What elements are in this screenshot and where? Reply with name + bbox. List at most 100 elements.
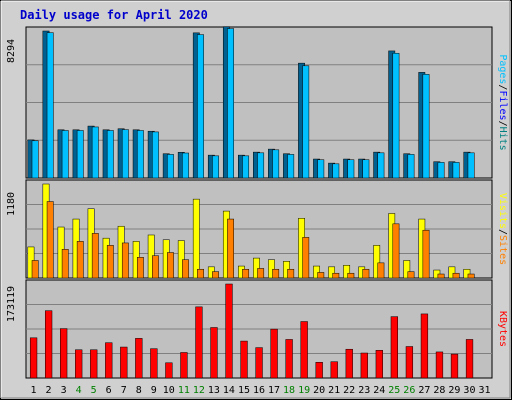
bar-kbytes-kbytes-day-2 — [44, 310, 53, 379]
bar-visits-sites-day-18 — [287, 268, 295, 279]
bar-visits-sites-day-15 — [242, 268, 250, 279]
bar-visits-sites-day-7 — [121, 242, 129, 279]
bar-hits-files-day-23 — [362, 159, 370, 179]
legend-entry: Pages — [497, 54, 508, 84]
x-tick-label-day-21: 21 — [328, 385, 340, 396]
bar-visits-visits-day-16 — [253, 257, 260, 279]
bar-hits-files-day-29 — [452, 162, 460, 179]
x-tick-label-day-20: 20 — [313, 385, 325, 396]
x-tick-label-day-4: 4 — [76, 385, 82, 396]
x-tick-label-day-31: 31 — [478, 385, 490, 396]
bar-kbytes-kbytes-day-30 — [465, 339, 474, 379]
x-tick-label-day-2: 2 — [46, 385, 52, 396]
bar-hits-files-day-6 — [106, 130, 114, 179]
bar-visits-sites-day-27 — [422, 229, 430, 279]
legend-entry: Hits — [497, 127, 508, 151]
bar-visits-sites-day-22 — [347, 272, 355, 279]
bar-visits-sites-day-10 — [167, 252, 174, 279]
bar-visits-sites-day-12 — [197, 268, 204, 279]
x-tick-label-day-16: 16 — [253, 385, 265, 396]
bar-hits-files-day-2 — [46, 32, 54, 179]
bar-kbytes-kbytes-day-3 — [60, 328, 68, 379]
bar-kbytes-kbytes-day-23 — [360, 352, 368, 379]
bar-kbytes-kbytes-day-18 — [285, 339, 293, 379]
bar-visits-sites-day-5 — [91, 233, 99, 279]
bar-kbytes-kbytes-day-22 — [345, 348, 353, 379]
bar-hits-files-day-28 — [437, 162, 445, 179]
x-tick-label-day-1: 1 — [31, 385, 37, 396]
x-tick-label-day-8: 8 — [136, 385, 142, 396]
x-tick-label-day-28: 28 — [433, 385, 445, 396]
bar-visits-sites-day-1 — [31, 260, 39, 279]
bar-kbytes-kbytes-day-24 — [375, 350, 383, 379]
bar-kbytes-kbytes-day-25 — [390, 316, 398, 379]
x-tick-label-day-15: 15 — [238, 385, 250, 396]
bar-visits-sites-day-8 — [136, 257, 144, 279]
bar-kbytes-kbytes-day-15 — [240, 340, 248, 379]
bar-visits-sites-day-23 — [362, 268, 370, 279]
bar-visits-sites-day-2 — [46, 201, 54, 279]
bar-hits-files-day-18 — [287, 154, 295, 179]
x-tick-label-day-12: 12 — [193, 385, 205, 396]
bar-kbytes-kbytes-day-1 — [29, 337, 38, 379]
bar-kbytes-kbytes-day-20 — [315, 362, 323, 379]
bar-kbytes-kbytes-day-26 — [405, 346, 414, 379]
x-tick-label-day-5: 5 — [91, 385, 97, 396]
bar-hits-files-day-10 — [167, 154, 174, 179]
x-tick-label-day-26: 26 — [403, 385, 415, 396]
x-tick-label-day-27: 27 — [418, 385, 430, 396]
bar-hits-files-day-14 — [227, 28, 234, 179]
bar-kbytes-kbytes-day-6 — [105, 342, 113, 379]
bar-visits-sites-day-13 — [212, 271, 219, 279]
x-tick-label-day-23: 23 — [358, 385, 370, 396]
bar-kbytes-kbytes-day-11 — [180, 352, 188, 379]
bar-kbytes-kbytes-day-13 — [210, 327, 218, 379]
bar-visits-visits-day-21 — [328, 266, 336, 279]
bar-visits-sites-day-19 — [302, 237, 310, 279]
x-tick-label-day-9: 9 — [151, 385, 157, 396]
x-tick-label-day-3: 3 — [61, 385, 67, 396]
bar-kbytes-kbytes-day-9 — [150, 348, 158, 379]
bar-visits-sites-day-28 — [437, 273, 445, 279]
bar-hits-files-day-25 — [392, 52, 400, 179]
bar-visits-sites-day-26 — [407, 271, 415, 279]
x-tick-label-day-19: 19 — [298, 385, 310, 396]
panel-hits-max-label: 8294 — [6, 39, 17, 63]
bar-hits-files-day-4 — [76, 130, 84, 179]
bar-kbytes-kbytes-day-7 — [120, 346, 128, 379]
legend-entry: Files — [497, 90, 508, 120]
bar-hits-files-day-9 — [152, 131, 159, 179]
x-tick-label-day-14: 14 — [223, 385, 235, 396]
bar-visits-sites-day-25 — [392, 223, 400, 279]
x-tick-label-day-6: 6 — [106, 385, 112, 396]
bar-hits-files-day-27 — [422, 74, 430, 179]
bar-kbytes-kbytes-day-16 — [255, 347, 263, 379]
bar-visits-visits-day-20 — [313, 265, 320, 279]
x-tick-label-day-7: 7 — [121, 385, 127, 396]
x-tick-label-day-24: 24 — [373, 385, 385, 396]
bar-hits-files-day-7 — [121, 129, 129, 179]
bar-kbytes-kbytes-day-4 — [75, 349, 83, 379]
bar-kbytes-kbytes-day-5 — [90, 349, 98, 379]
bar-visits-sites-day-16 — [257, 268, 265, 279]
x-tick-label-day-10: 10 — [163, 385, 175, 396]
x-tick-label-day-22: 22 — [343, 385, 355, 396]
bar-visits-sites-day-14 — [227, 218, 234, 279]
bar-hits-files-day-21 — [332, 163, 340, 179]
bar-hits-files-day-8 — [136, 130, 144, 179]
bar-kbytes-kbytes-day-12 — [195, 306, 203, 379]
bar-visits-sites-day-20 — [317, 272, 325, 279]
bar-hits-files-day-17 — [272, 149, 280, 179]
x-tick-label-day-18: 18 — [283, 385, 295, 396]
chart-title: Daily usage for April 2020 — [20, 8, 208, 22]
panel-visits-max-label: 1180 — [6, 192, 17, 216]
bar-visits-visits-day-17 — [268, 259, 275, 279]
legend-entry: Visits — [497, 193, 508, 229]
bar-visits-visits-day-22 — [343, 265, 351, 279]
bar-hits-files-day-11 — [182, 152, 189, 179]
bar-visits-visits-day-12 — [192, 198, 200, 279]
bar-visits-sites-day-30 — [467, 273, 475, 279]
bar-hits-files-day-26 — [407, 154, 415, 179]
